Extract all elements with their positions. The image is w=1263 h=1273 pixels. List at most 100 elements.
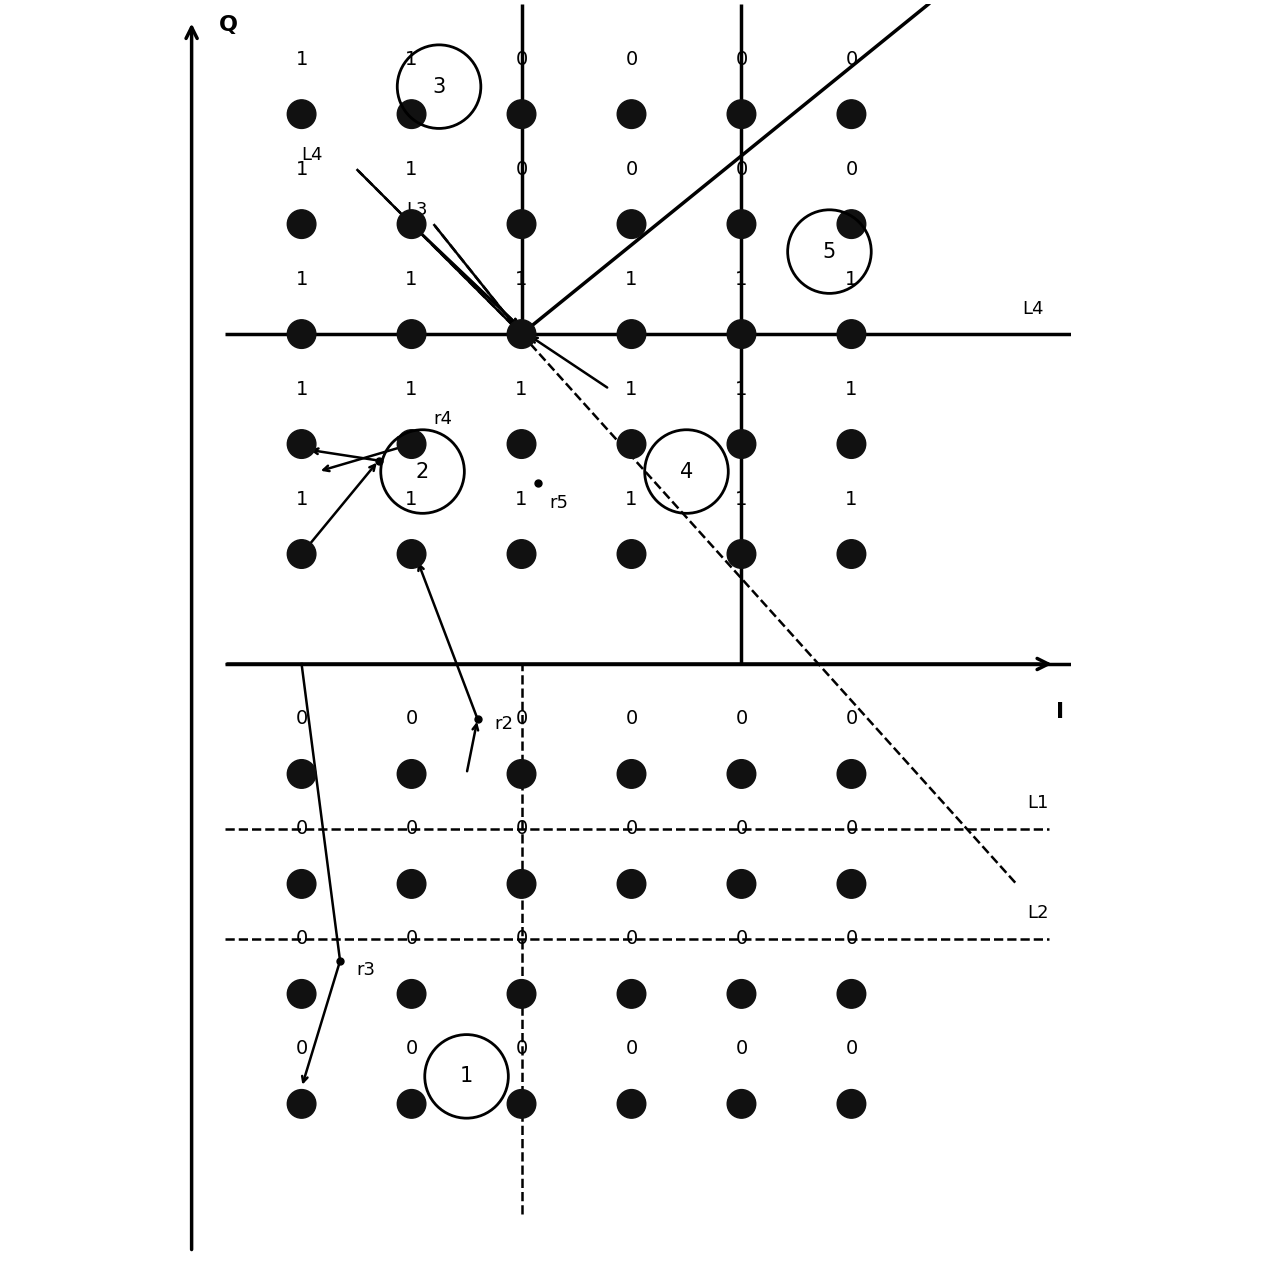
Circle shape bbox=[287, 1090, 316, 1118]
Circle shape bbox=[508, 540, 536, 568]
Text: 0: 0 bbox=[735, 820, 748, 839]
Text: 1: 1 bbox=[515, 270, 528, 289]
Circle shape bbox=[837, 869, 865, 899]
Text: 0: 0 bbox=[405, 1039, 418, 1058]
Text: Q: Q bbox=[218, 15, 239, 36]
Text: 0: 0 bbox=[515, 709, 528, 728]
Text: 0: 0 bbox=[735, 159, 748, 178]
Text: 1: 1 bbox=[460, 1067, 474, 1086]
Text: 1: 1 bbox=[625, 379, 638, 398]
Text: 4: 4 bbox=[679, 462, 693, 481]
Circle shape bbox=[398, 99, 426, 129]
Circle shape bbox=[837, 99, 865, 129]
Circle shape bbox=[398, 760, 426, 788]
Circle shape bbox=[508, 320, 536, 349]
Circle shape bbox=[727, 1090, 755, 1118]
Text: 1: 1 bbox=[296, 379, 308, 398]
Circle shape bbox=[837, 980, 865, 1008]
Circle shape bbox=[287, 980, 316, 1008]
Text: 0: 0 bbox=[515, 50, 528, 69]
Circle shape bbox=[618, 320, 645, 349]
Circle shape bbox=[727, 760, 755, 788]
Circle shape bbox=[508, 869, 536, 899]
Circle shape bbox=[398, 980, 426, 1008]
Circle shape bbox=[508, 99, 536, 129]
Text: 1: 1 bbox=[405, 379, 418, 398]
Circle shape bbox=[727, 210, 755, 238]
Text: 0: 0 bbox=[405, 709, 418, 728]
Text: r5: r5 bbox=[549, 494, 568, 512]
Circle shape bbox=[287, 320, 316, 349]
Text: 1: 1 bbox=[515, 490, 528, 508]
Text: 2: 2 bbox=[416, 462, 429, 481]
Circle shape bbox=[398, 869, 426, 899]
Text: 3: 3 bbox=[432, 76, 446, 97]
Text: r4: r4 bbox=[433, 410, 452, 428]
Circle shape bbox=[727, 430, 755, 458]
Circle shape bbox=[618, 430, 645, 458]
Circle shape bbox=[508, 760, 536, 788]
Text: 0: 0 bbox=[735, 929, 748, 948]
Text: 5: 5 bbox=[822, 242, 836, 261]
Text: 1: 1 bbox=[405, 159, 418, 178]
Text: 0: 0 bbox=[405, 929, 418, 948]
Text: 1: 1 bbox=[296, 490, 308, 508]
Circle shape bbox=[508, 980, 536, 1008]
Text: 1: 1 bbox=[405, 490, 418, 508]
Text: 1: 1 bbox=[296, 159, 308, 178]
Circle shape bbox=[618, 210, 645, 238]
Text: 0: 0 bbox=[735, 709, 748, 728]
Text: 1: 1 bbox=[735, 270, 748, 289]
Text: 1: 1 bbox=[296, 50, 308, 69]
Circle shape bbox=[287, 760, 316, 788]
Text: r1: r1 bbox=[395, 432, 414, 449]
Text: 1: 1 bbox=[845, 379, 858, 398]
Circle shape bbox=[837, 540, 865, 568]
Circle shape bbox=[398, 540, 426, 568]
Text: 0: 0 bbox=[296, 1039, 308, 1058]
Circle shape bbox=[508, 430, 536, 458]
Text: 1: 1 bbox=[405, 50, 418, 69]
Text: L3: L3 bbox=[407, 201, 428, 219]
Text: 0: 0 bbox=[845, 159, 858, 178]
Text: 1: 1 bbox=[625, 490, 638, 508]
Text: 0: 0 bbox=[515, 1039, 528, 1058]
Text: 0: 0 bbox=[735, 50, 748, 69]
Circle shape bbox=[727, 869, 755, 899]
Circle shape bbox=[837, 210, 865, 238]
Text: 0: 0 bbox=[625, 709, 638, 728]
Circle shape bbox=[508, 1090, 536, 1118]
Circle shape bbox=[618, 99, 645, 129]
Text: 0: 0 bbox=[625, 929, 638, 948]
Text: 0: 0 bbox=[735, 1039, 748, 1058]
Circle shape bbox=[398, 430, 426, 458]
Text: 1: 1 bbox=[405, 270, 418, 289]
Text: 0: 0 bbox=[845, 50, 858, 69]
Circle shape bbox=[837, 1090, 865, 1118]
Circle shape bbox=[398, 1090, 426, 1118]
Text: 0: 0 bbox=[296, 929, 308, 948]
Circle shape bbox=[727, 99, 755, 129]
Circle shape bbox=[837, 430, 865, 458]
Text: r2: r2 bbox=[494, 715, 513, 733]
Text: L2: L2 bbox=[1027, 904, 1048, 923]
Text: 0: 0 bbox=[845, 820, 858, 839]
Circle shape bbox=[287, 869, 316, 899]
Text: 0: 0 bbox=[515, 929, 528, 948]
Circle shape bbox=[837, 320, 865, 349]
Circle shape bbox=[508, 210, 536, 238]
Text: r3: r3 bbox=[356, 961, 375, 979]
Text: 1: 1 bbox=[735, 379, 748, 398]
Text: 0: 0 bbox=[296, 709, 308, 728]
Text: 0: 0 bbox=[845, 1039, 858, 1058]
Text: 1: 1 bbox=[845, 490, 858, 508]
Text: I: I bbox=[1056, 703, 1065, 723]
Circle shape bbox=[837, 760, 865, 788]
Text: 0: 0 bbox=[625, 50, 638, 69]
Circle shape bbox=[287, 430, 316, 458]
Text: 0: 0 bbox=[845, 929, 858, 948]
Circle shape bbox=[727, 540, 755, 568]
Text: L1: L1 bbox=[1027, 794, 1048, 812]
Circle shape bbox=[727, 980, 755, 1008]
Text: 0: 0 bbox=[515, 159, 528, 178]
